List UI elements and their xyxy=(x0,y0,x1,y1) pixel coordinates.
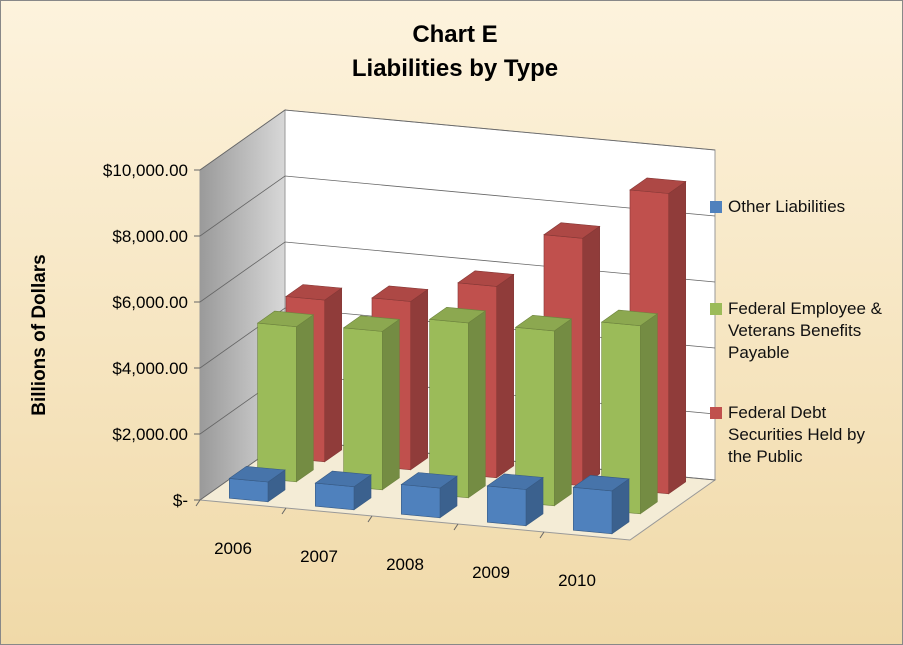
bar-top xyxy=(371,285,429,302)
bar-side xyxy=(640,313,658,515)
grid-line xyxy=(199,175,716,237)
x-tick xyxy=(367,515,373,523)
x-tick-label: 2010 xyxy=(558,571,596,590)
legend-swatch xyxy=(710,303,722,315)
bar-front xyxy=(429,318,469,499)
bar-top xyxy=(285,284,343,301)
x-tick xyxy=(453,523,459,531)
y-tick-label: $6,000.00 xyxy=(112,293,188,312)
bar xyxy=(428,306,487,499)
bar xyxy=(486,473,544,527)
bar-front xyxy=(315,482,355,511)
legend-label: Federal Debt Securities Held by the Publ… xyxy=(728,403,866,466)
bar xyxy=(600,309,659,515)
y-tick-label: $4,000.00 xyxy=(112,359,188,378)
bar-side xyxy=(496,273,514,479)
bar-top xyxy=(572,474,630,492)
y-tick-label: $- xyxy=(173,491,188,510)
legend-swatch xyxy=(710,407,722,419)
bar-top xyxy=(256,310,315,328)
bar-top xyxy=(428,306,487,324)
x-tick-label: 2008 xyxy=(386,555,424,574)
legend-item: Federal Debt Securities Held by the Publ… xyxy=(710,402,890,468)
bar-front xyxy=(573,486,613,535)
y-axis-label: Billions of Dollars xyxy=(29,254,50,416)
bar-top xyxy=(600,309,659,327)
bar-front xyxy=(487,485,527,527)
bar xyxy=(228,466,286,503)
bar-side xyxy=(324,287,342,463)
bar-top xyxy=(629,177,687,194)
bar-top xyxy=(314,470,372,488)
bar-top xyxy=(543,222,601,239)
bar-front xyxy=(401,484,441,519)
bar xyxy=(314,470,372,511)
bar-side xyxy=(410,288,428,471)
x-tick-label: 2007 xyxy=(300,547,338,566)
x-tick-label: 2009 xyxy=(472,563,510,582)
x-tick-label: 2006 xyxy=(214,539,252,558)
bar-top xyxy=(514,314,573,332)
legend-item: Other Liabilities xyxy=(710,196,890,218)
bar xyxy=(572,474,630,535)
bar-front xyxy=(343,327,383,491)
bar xyxy=(256,310,315,483)
bar-top xyxy=(400,472,458,489)
bar-side xyxy=(668,180,686,495)
bar-side xyxy=(554,318,572,507)
chart-title: Chart E xyxy=(412,21,497,48)
x-tick xyxy=(539,531,545,539)
legend-label: Other Liabilities xyxy=(728,197,846,216)
legend-label: Federal Employee & Veterans Benefits Pay… xyxy=(728,299,883,362)
bar xyxy=(342,315,401,491)
bar xyxy=(514,314,573,507)
bar-top xyxy=(228,466,286,483)
bar-side xyxy=(468,310,486,499)
bar-front xyxy=(229,478,269,503)
chart-subtitle: Liabilities by Type xyxy=(352,55,558,82)
y-tick-label: $2,000.00 xyxy=(112,425,188,444)
bar xyxy=(400,472,458,519)
bar-top xyxy=(486,473,544,490)
legend-item: Federal Employee & Veterans Benefits Pay… xyxy=(710,298,890,364)
y-tick-label: $10,000.00 xyxy=(103,161,188,180)
x-tick xyxy=(281,507,287,515)
grid-line xyxy=(199,109,716,171)
legend-swatch xyxy=(710,201,722,213)
x-tick xyxy=(195,499,201,507)
bar-front xyxy=(257,322,297,483)
y-tick-label: $8,000.00 xyxy=(112,227,188,246)
bar-side xyxy=(582,225,600,487)
bar-top xyxy=(342,315,401,332)
bar-side xyxy=(382,318,400,491)
bar-top xyxy=(457,270,515,287)
bar-side xyxy=(296,314,314,483)
